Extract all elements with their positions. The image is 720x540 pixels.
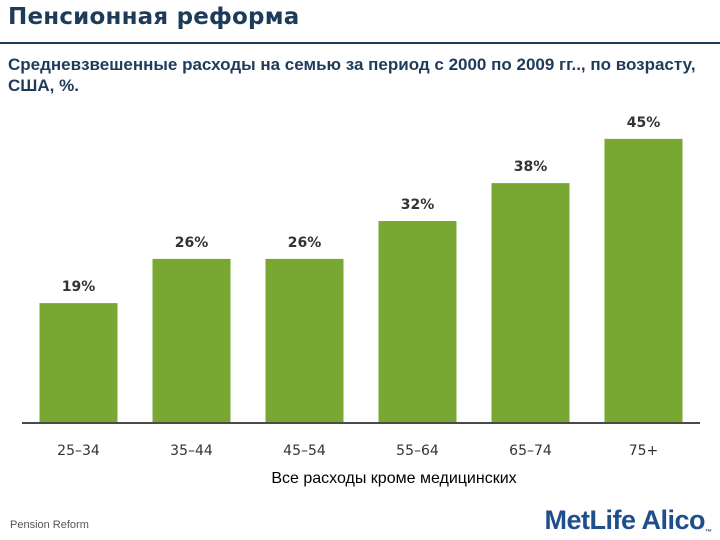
x-tick-label-45–54: 45–54 [283,443,326,459]
value-label-65–74: 38% [514,159,548,175]
footer-text: Pension Reform [10,519,89,531]
x-tick-label-group: 25–34 35–44 45–54 55–64 65–74 75+ [57,443,658,459]
value-label-group: 19% 26% 26% 32% 38% 45% [62,115,661,295]
bar-35–44 [152,258,231,423]
x-tick-label-65–74: 65–74 [509,443,552,459]
bar-25–34 [39,303,118,423]
x-tick-label-35–44: 35–44 [170,443,213,459]
bar-group [39,138,683,423]
logo-trademark: ™ [705,529,712,536]
value-label-55–64: 32% [401,197,435,213]
value-label-25–34: 19% [62,279,96,295]
x-tick-label-75+: 75+ [629,443,659,459]
value-label-45–54: 26% [288,235,322,251]
x-axis-label: Все расходы кроме медицинских [271,470,517,487]
bar-75+ [604,138,683,423]
page-title: Пенсионная реформа [8,4,300,30]
x-tick-label-25–34: 25–34 [57,443,100,459]
bar-55–64 [378,221,457,423]
logo-text: MetLife Alico [544,505,705,535]
chart-subtitle: Средневзвешенные расходы на семью за пер… [8,55,696,95]
value-label-75+: 45% [627,115,661,131]
title-divider [0,42,720,44]
metlife-alico-logo: MetLife Alico™ [544,505,712,536]
value-label-35–44: 26% [175,235,209,251]
bar-65–74 [491,183,570,423]
bar-45–54 [265,258,344,423]
x-tick-label-55–64: 55–64 [396,443,439,459]
